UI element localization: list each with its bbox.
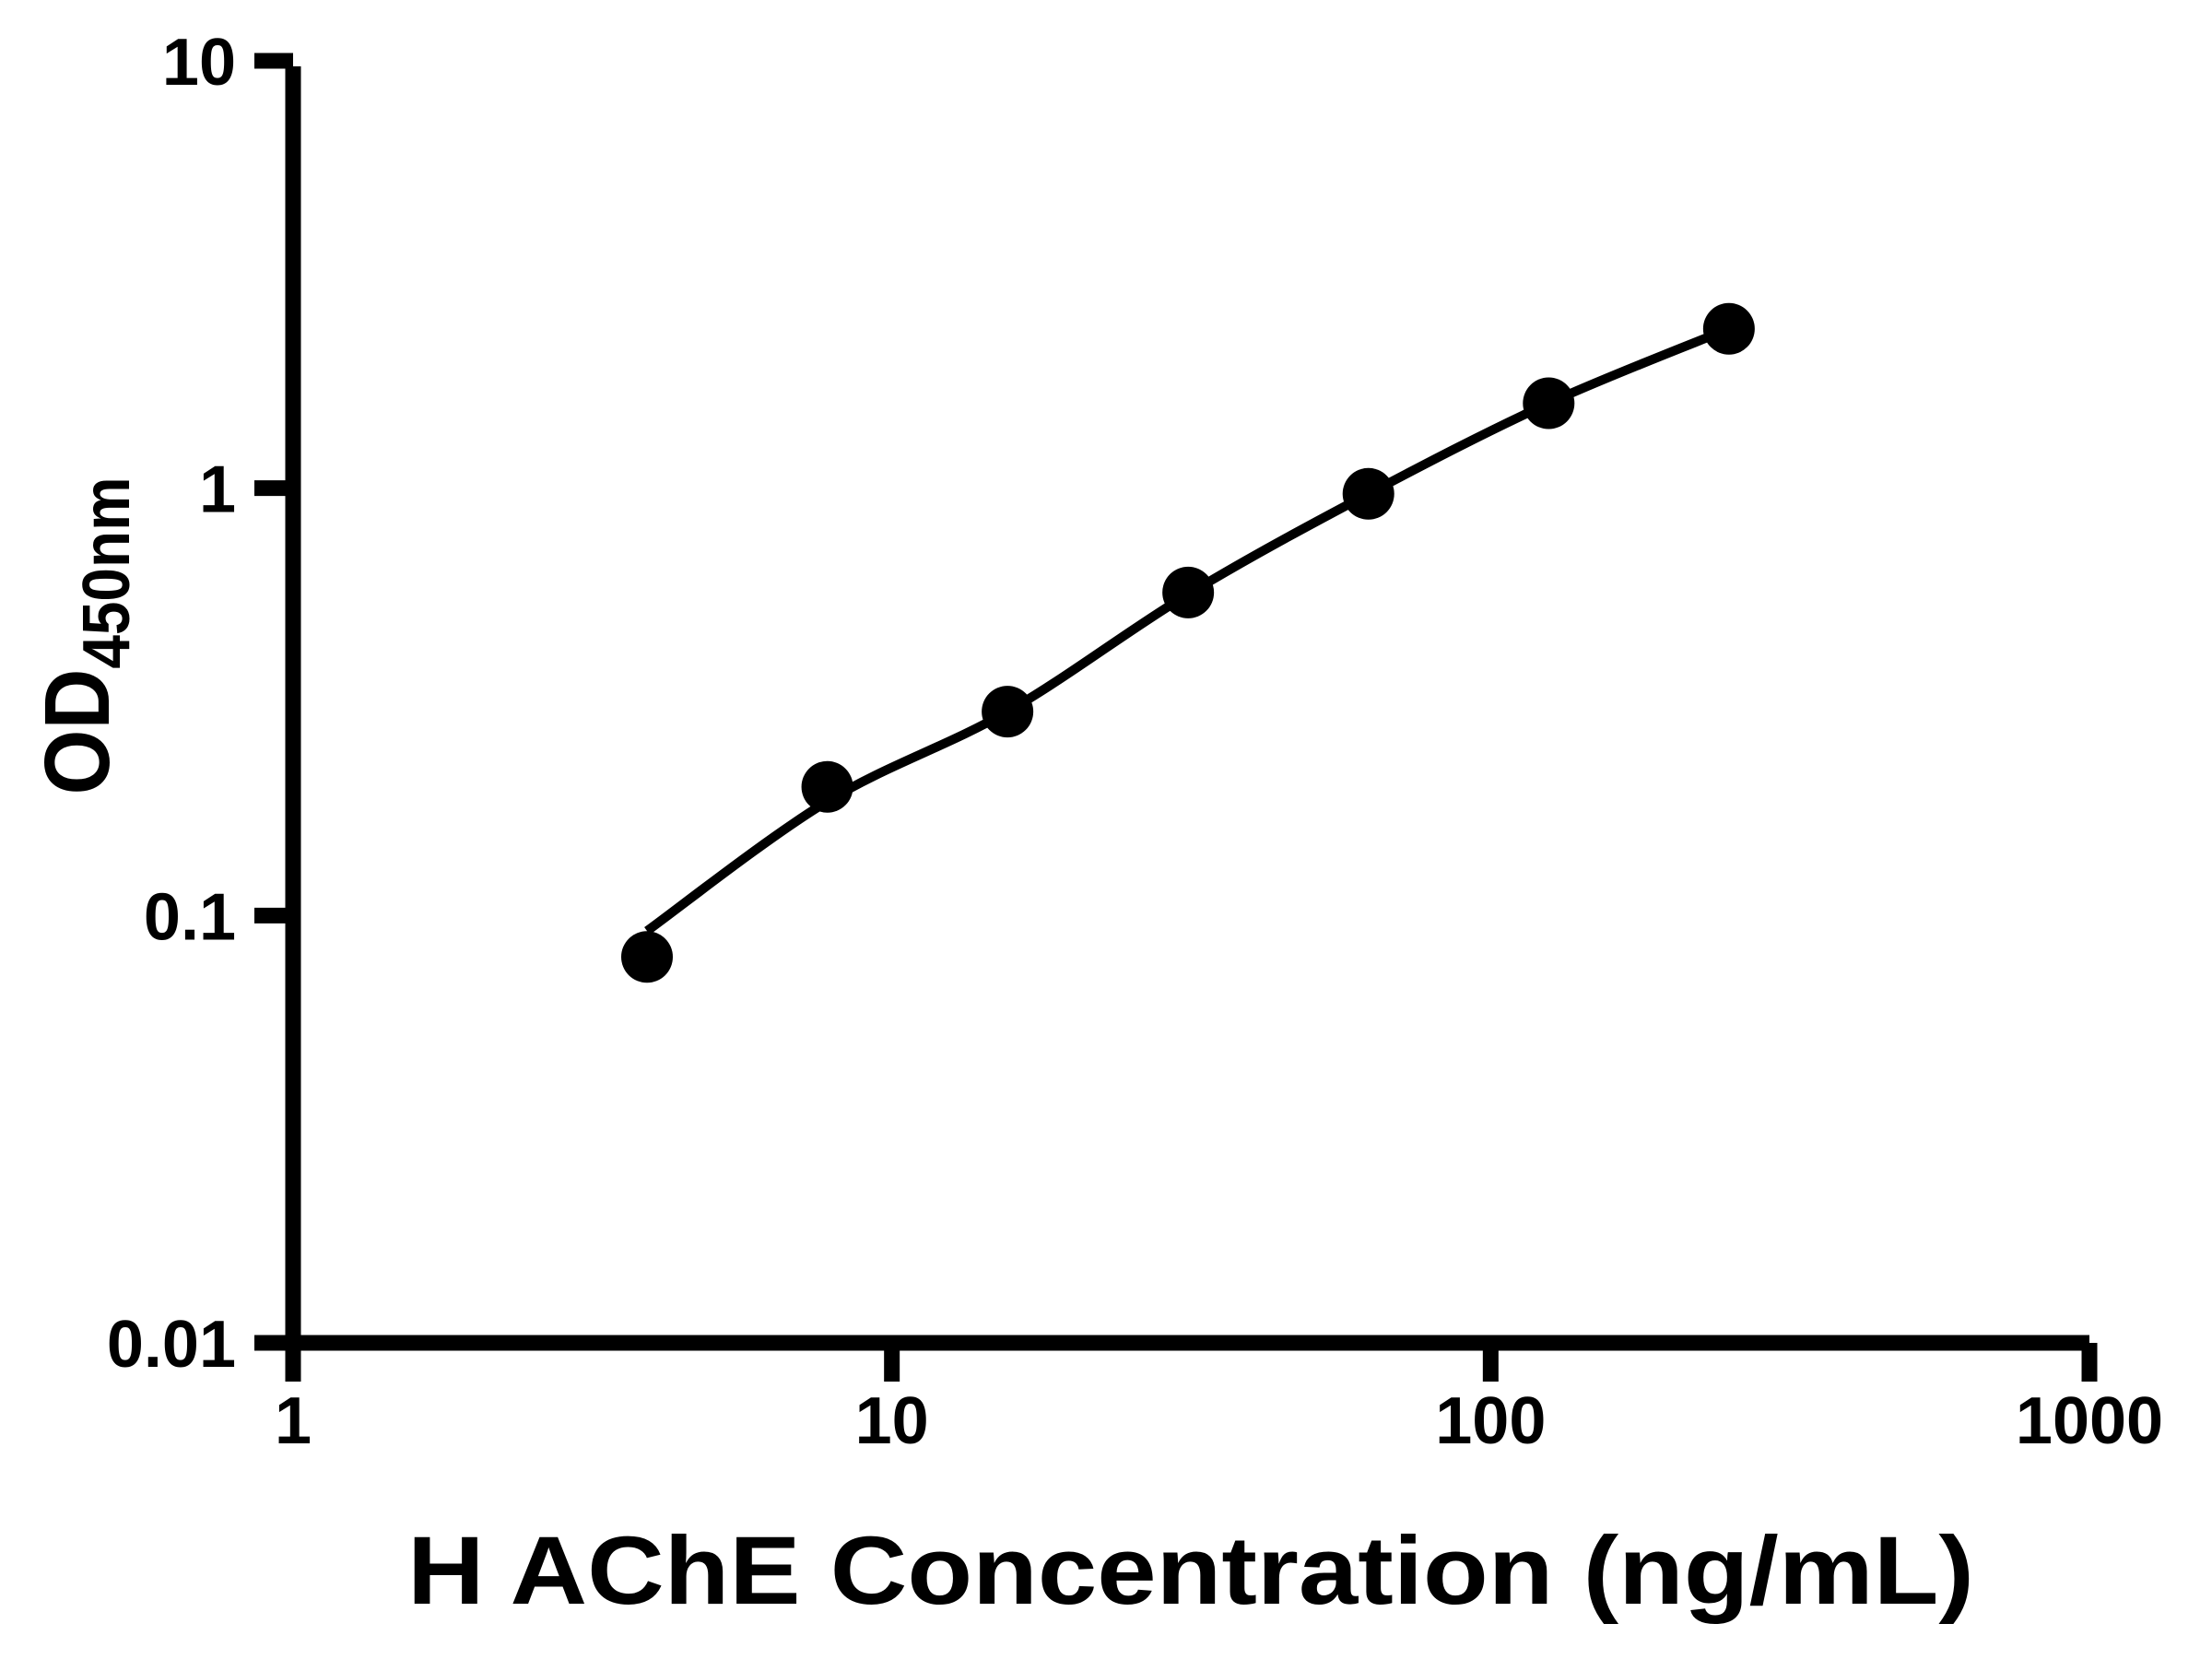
x-tick-label: 100 — [1435, 1384, 1546, 1458]
x-axis-title: H AChE Concentration (ng/mL) — [407, 1517, 1974, 1625]
y-axis-ticks: 10 1 0.1 0.01 — [107, 26, 293, 1382]
data-point-marker — [1523, 377, 1575, 429]
y-axis-title: OD450nm — [26, 477, 144, 795]
y-axis-title-main: OD — [26, 669, 129, 795]
x-tick-label: 1 — [275, 1384, 312, 1458]
y-tick-label: 0.01 — [107, 1308, 236, 1382]
data-point-marker — [801, 760, 853, 813]
x-axis-ticks: 1 10 100 1000 — [275, 1343, 2163, 1458]
x-tick-label: 10 — [855, 1384, 929, 1458]
data-point-marker — [1162, 566, 1215, 618]
data-point-marker — [1342, 467, 1394, 520]
y-axis-title-subscript: 450nm — [70, 477, 144, 669]
data-point-marker — [620, 931, 673, 983]
y-tick-label: 1 — [199, 453, 236, 527]
x-tick-label: 1000 — [2016, 1384, 2163, 1458]
y-tick-label: 0.1 — [144, 880, 236, 954]
data-point-marker — [1702, 302, 1755, 355]
y-tick-label: 10 — [162, 26, 236, 100]
data-point-marker — [982, 686, 1034, 738]
data-points — [620, 302, 1755, 983]
